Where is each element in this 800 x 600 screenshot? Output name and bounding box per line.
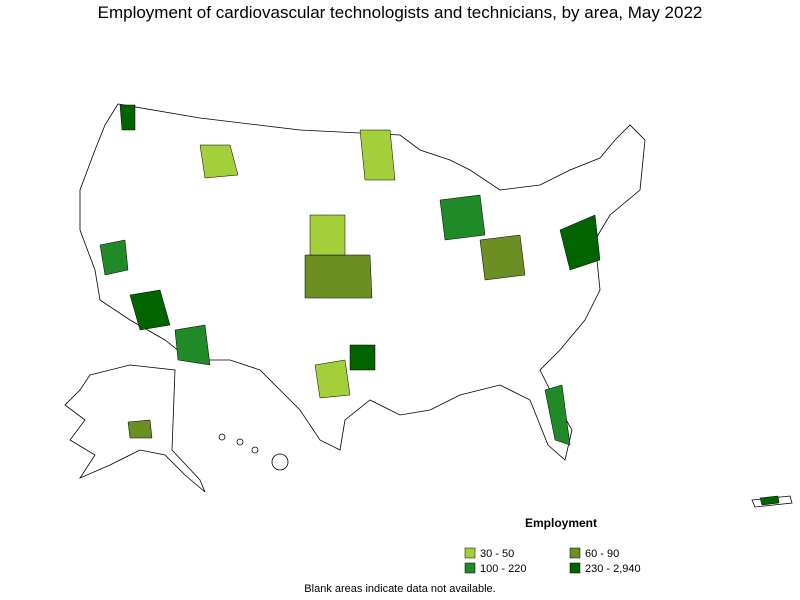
legend-swatch (569, 562, 581, 574)
area-patch (479, 234, 526, 281)
area-patch (199, 144, 239, 179)
map (64, 103, 793, 508)
area-patch (544, 384, 571, 446)
legend-swatch (464, 562, 476, 574)
area-patch (349, 344, 376, 371)
legend-label: 100 - 220 (480, 563, 526, 575)
legend-label: 30 - 50 (480, 548, 514, 560)
legend-label: 230 - 2,940 (585, 563, 641, 575)
area-patch (359, 129, 396, 181)
title: Employment of cardiovascular technologis… (98, 3, 703, 22)
footnote: Blank areas indicate data not available. (304, 583, 495, 595)
area-patch (439, 194, 486, 241)
area-patch (127, 419, 153, 439)
area-patch (174, 324, 211, 366)
area-patch (129, 289, 171, 331)
area-patch (314, 359, 351, 399)
area-patch (99, 239, 129, 276)
area-patch (304, 254, 373, 299)
area-patch (119, 104, 136, 131)
legend-label: 60 - 90 (585, 548, 619, 560)
hawaii (218, 433, 289, 471)
legend-title: Employment (525, 516, 597, 530)
legend: 30 - 50 60 - 90 100 - 220 230 - 2,940 (464, 547, 641, 575)
area-patch (309, 214, 346, 256)
area-patch (559, 214, 601, 271)
legend-swatch (569, 547, 581, 559)
legend-swatch (464, 547, 476, 559)
area-patch (759, 495, 780, 506)
